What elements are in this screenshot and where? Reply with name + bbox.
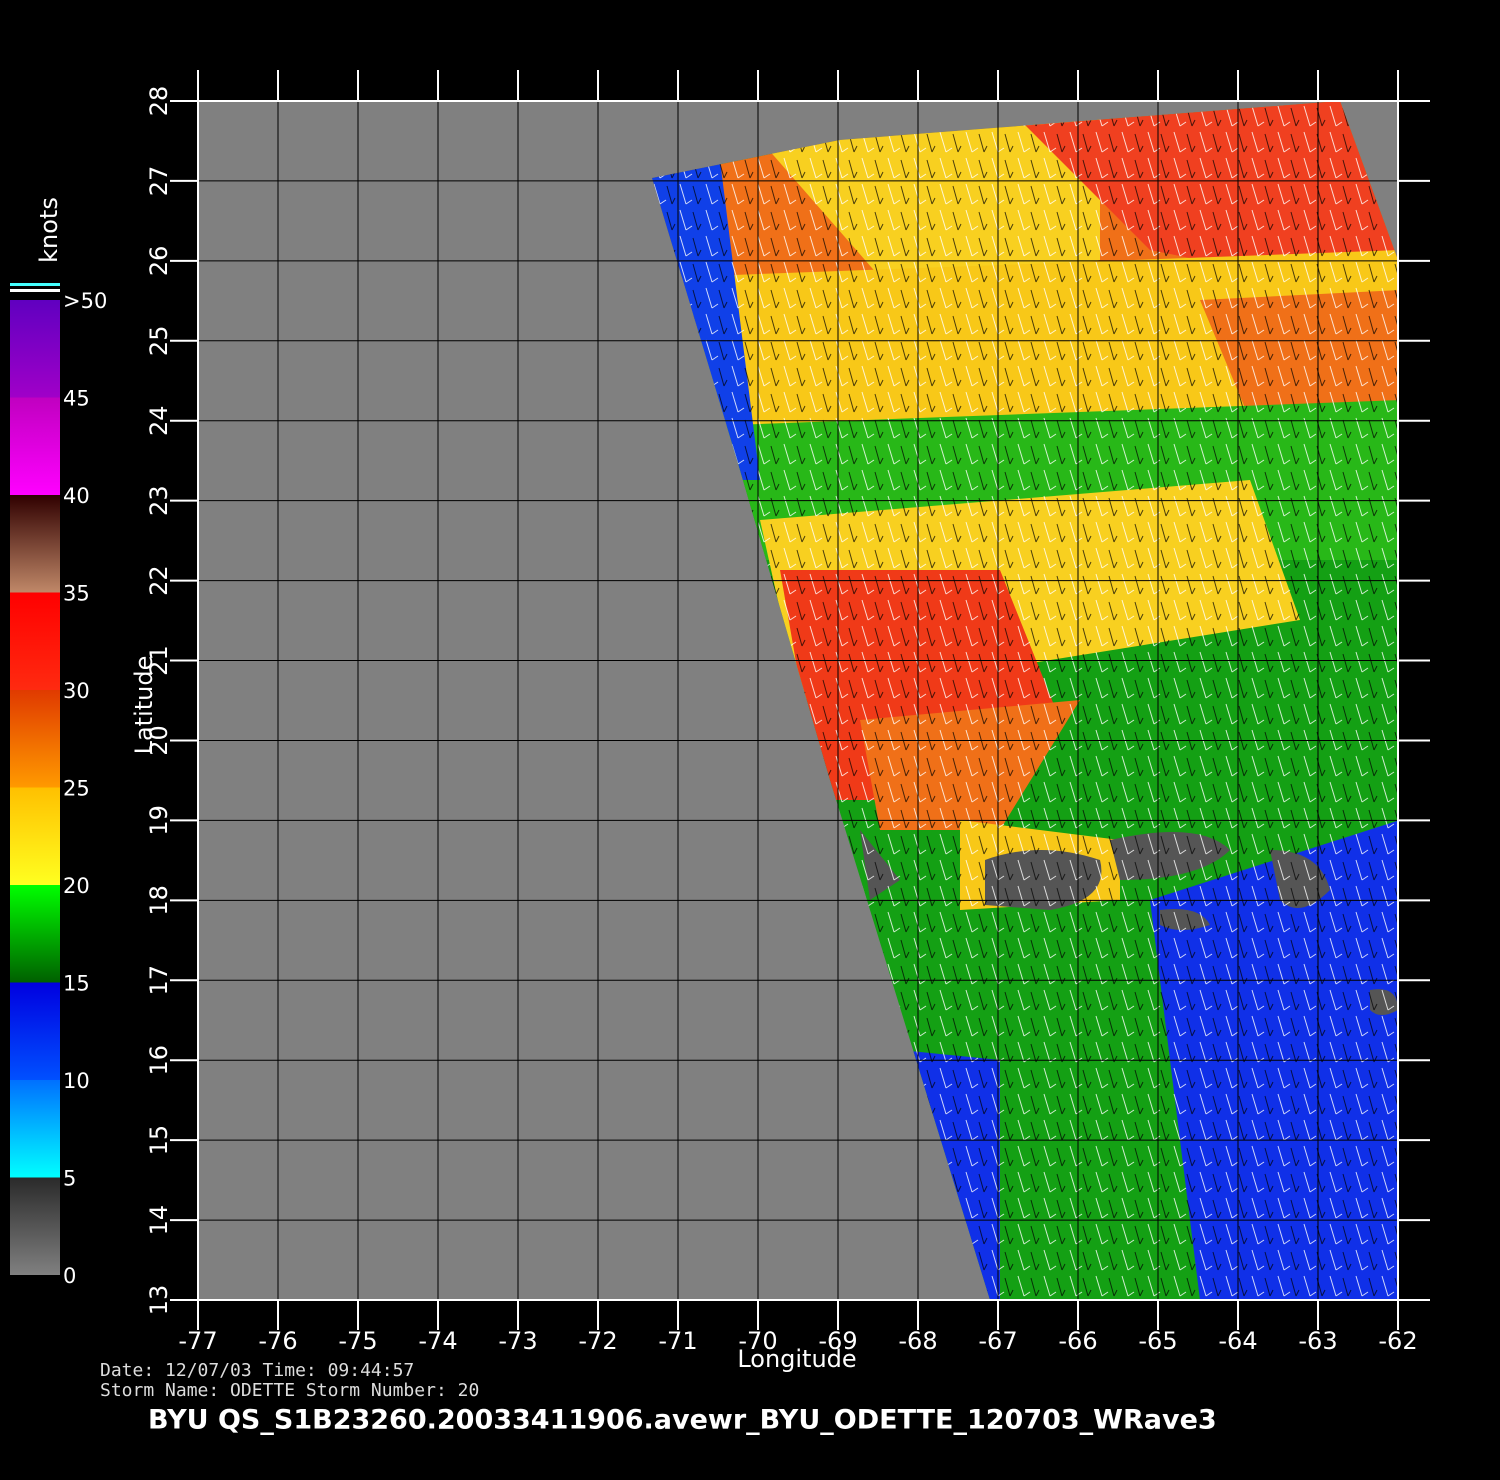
y-tick-label: 27 [145, 166, 173, 197]
x-tick-label: -73 [498, 1327, 537, 1355]
colorbar-band [10, 495, 60, 593]
colorbar-tick-label: 35 [63, 582, 90, 606]
x-tick-label: -67 [978, 1327, 1017, 1355]
x-tick-label: -76 [258, 1327, 297, 1355]
y-tick-label: 19 [145, 805, 173, 836]
y-tick-label: 15 [145, 1125, 173, 1156]
x-tick-label: -65 [1138, 1327, 1177, 1355]
y-tick-label: 25 [145, 326, 173, 357]
colorbar-band [10, 885, 60, 983]
storm-line: Storm Name: ODETTE Storm Number: 20 [100, 1380, 479, 1401]
y-tick-label: 24 [145, 405, 173, 436]
colorbar-tick-label: 10 [63, 1069, 90, 1093]
colorbar-tick-label: 40 [63, 484, 90, 508]
x-tick-label: -66 [1058, 1327, 1097, 1355]
x-tick-label: -62 [1378, 1327, 1417, 1355]
x-tick-label: -75 [338, 1327, 377, 1355]
x-tick-label: -70 [738, 1327, 777, 1355]
colorbar-label: knots [35, 197, 63, 263]
x-tick-label: -71 [658, 1327, 697, 1355]
colorbar-cap [10, 289, 60, 292]
colorbar-band [10, 1080, 60, 1178]
y-tick-label: 28 [145, 86, 173, 117]
colorbar-tick-label: 25 [63, 777, 90, 801]
y-tick-label: 16 [145, 1045, 173, 1076]
colorbar-band [10, 300, 60, 398]
y-tick-label: 21 [145, 645, 173, 676]
x-tick-label: -72 [578, 1327, 617, 1355]
plot-frame [197, 100, 1399, 1301]
colorbar-tick-label: >50 [63, 289, 107, 313]
y-axis-label: Latitude [130, 656, 158, 755]
x-tick-label: -68 [898, 1327, 937, 1355]
y-tick-label: 23 [145, 485, 173, 516]
colorbar-band [10, 397, 60, 495]
y-tick-label: 18 [145, 885, 173, 916]
colorbar-tick-label: 15 [63, 972, 90, 996]
colorbar-tick-label: 5 [63, 1167, 76, 1191]
colorbar-band [10, 982, 60, 1080]
y-tick-label: 17 [145, 965, 173, 996]
colorbar-band [10, 592, 60, 690]
colorbar-tick-label: 20 [63, 874, 90, 898]
x-tick-label: -64 [1218, 1327, 1257, 1355]
x-tick-label: -77 [178, 1327, 217, 1355]
date-line: Date: 12/07/03 Time: 09:44:57 [100, 1360, 414, 1381]
colorbar: 0 5 10 15 20 25 30 35 40 45 >50 [10, 289, 107, 1288]
x-tick-label: -63 [1298, 1327, 1337, 1355]
colorbar-tick-label: 45 [63, 387, 90, 411]
colorbar-tick-label: 30 [63, 679, 90, 703]
y-tick-label: 14 [145, 1205, 173, 1236]
colorbar-band [10, 1177, 60, 1275]
colorbar-band [10, 690, 60, 788]
x-axis-label: Longitude [737, 1345, 856, 1373]
chart-title: BYU QS_S1B23260.20033411906.avewr_BYU_OD… [148, 1405, 1217, 1436]
x-tick-label: -74 [418, 1327, 457, 1355]
x-tick-label: -69 [818, 1327, 857, 1355]
colorbar-cap [10, 283, 60, 286]
y-tick-label: 22 [145, 565, 173, 596]
colorbar-band [10, 787, 60, 885]
y-tick-label: 20 [145, 725, 173, 756]
y-tick-label: 26 [145, 246, 173, 277]
y-tick-label: 13 [145, 1285, 173, 1316]
colorbar-tick-label: 0 [63, 1264, 76, 1288]
